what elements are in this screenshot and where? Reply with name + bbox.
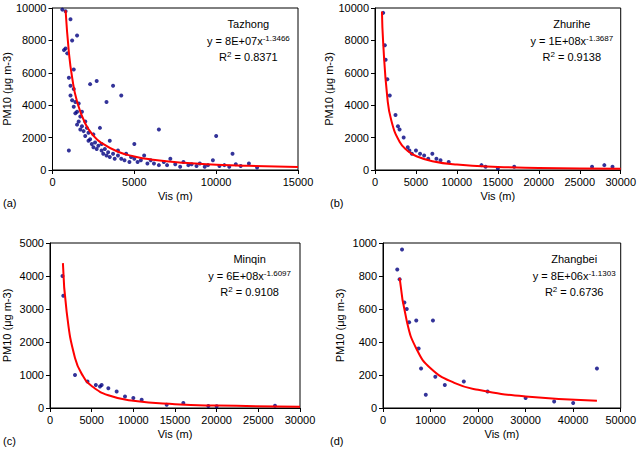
- svg-text:25000: 25000: [564, 176, 595, 188]
- svg-text:15000: 15000: [283, 176, 314, 188]
- svg-text:20000: 20000: [463, 414, 494, 426]
- svg-text:(c): (c): [3, 435, 16, 447]
- svg-text:10000: 10000: [442, 176, 473, 188]
- svg-text:20000: 20000: [524, 176, 555, 188]
- svg-text:R: R: [219, 51, 227, 63]
- svg-text:20000: 20000: [201, 414, 232, 426]
- svg-text:0: 0: [38, 402, 44, 414]
- svg-text:Vis (m): Vis (m): [485, 428, 520, 440]
- svg-text:400: 400: [359, 336, 377, 348]
- svg-text:6000: 6000: [22, 67, 46, 79]
- svg-text:0: 0: [40, 164, 46, 176]
- svg-text:-1.3687: -1.3687: [586, 34, 614, 43]
- svg-text:2000: 2000: [20, 336, 44, 348]
- svg-text:Minqin: Minqin: [233, 253, 265, 265]
- svg-text:2000: 2000: [22, 132, 46, 144]
- svg-text:PM10 (μg m-3): PM10 (μg m-3): [1, 289, 13, 363]
- svg-text:10000: 10000: [338, 2, 369, 14]
- svg-text:8000: 8000: [345, 34, 369, 46]
- svg-text:5000: 5000: [79, 414, 103, 426]
- svg-text:5000: 5000: [20, 237, 44, 249]
- svg-text:30000: 30000: [285, 414, 316, 426]
- svg-text:(d): (d): [330, 435, 343, 447]
- svg-text:8000: 8000: [22, 34, 46, 46]
- svg-text:0: 0: [380, 414, 386, 426]
- svg-text:600: 600: [359, 303, 377, 315]
- svg-text:15000: 15000: [160, 414, 191, 426]
- svg-text:1000: 1000: [353, 237, 377, 249]
- svg-text:R: R: [543, 51, 551, 63]
- svg-text:4000: 4000: [22, 99, 46, 111]
- svg-text:(b): (b): [330, 197, 343, 209]
- svg-text:Zhurihe: Zhurihe: [553, 18, 590, 30]
- svg-text:PM10 (μg m-3): PM10 (μg m-3): [334, 289, 346, 363]
- svg-text:30000: 30000: [605, 176, 636, 188]
- svg-text:2: 2: [552, 284, 558, 294]
- svg-text:5000: 5000: [404, 176, 428, 188]
- svg-text:15000: 15000: [483, 176, 514, 188]
- svg-text:1000: 1000: [20, 369, 44, 381]
- svg-text:Vis (m): Vis (m): [158, 190, 193, 202]
- svg-text:10000: 10000: [415, 414, 446, 426]
- svg-text:-1.3466: -1.3466: [263, 34, 291, 43]
- svg-text:40000: 40000: [558, 414, 589, 426]
- svg-text:PM10 (μg m-3): PM10 (μg m-3): [323, 52, 335, 126]
- svg-text:= 0.6736: = 0.6736: [557, 286, 603, 298]
- svg-text:2: 2: [550, 49, 555, 59]
- svg-text:y = 1E+08x: y = 1E+08x: [530, 35, 586, 47]
- svg-text:5000: 5000: [122, 176, 146, 188]
- svg-text:Vis (m): Vis (m): [158, 428, 193, 440]
- svg-text:R: R: [220, 286, 228, 298]
- svg-text:= 0.9138: = 0.9138: [555, 51, 601, 63]
- svg-text:10000: 10000: [118, 414, 149, 426]
- svg-text:Zhangbei: Zhangbei: [551, 253, 597, 265]
- svg-text:10000: 10000: [16, 2, 47, 14]
- svg-text:30000: 30000: [510, 414, 541, 426]
- svg-text:= 0.8371: = 0.8371: [232, 51, 278, 63]
- svg-text:2: 2: [228, 284, 233, 294]
- svg-text:50000: 50000: [605, 414, 636, 426]
- svg-text:y = 6E+08x: y = 6E+08x: [208, 270, 264, 282]
- svg-text:0: 0: [49, 176, 55, 188]
- svg-text:0: 0: [363, 164, 369, 176]
- svg-text:4000: 4000: [345, 99, 369, 111]
- svg-text:= 0.9108: = 0.9108: [233, 286, 279, 298]
- svg-text:200: 200: [359, 369, 377, 381]
- svg-text:10000: 10000: [201, 176, 232, 188]
- svg-text:-1.1303: -1.1303: [588, 269, 616, 278]
- svg-text:0: 0: [47, 414, 53, 426]
- svg-text:(a): (a): [3, 197, 16, 209]
- svg-text:800: 800: [359, 270, 377, 282]
- svg-text:PM10 (μg m-3): PM10 (μg m-3): [1, 52, 13, 126]
- svg-text:Tazhong: Tazhong: [228, 18, 270, 30]
- svg-text:25000: 25000: [243, 414, 274, 426]
- svg-text:y = 8E+07x: y = 8E+07x: [207, 35, 263, 47]
- svg-text:3000: 3000: [20, 303, 44, 315]
- svg-text:6000: 6000: [345, 67, 369, 79]
- svg-text:Vis (m): Vis (m): [481, 190, 516, 202]
- svg-text:R: R: [545, 286, 553, 298]
- svg-text:0: 0: [372, 176, 378, 188]
- svg-text:2: 2: [227, 49, 232, 59]
- svg-text:0: 0: [371, 402, 377, 414]
- svg-text:4000: 4000: [20, 270, 44, 282]
- svg-text:y = 8E+06x: y = 8E+06x: [533, 270, 589, 282]
- svg-text:2000: 2000: [345, 132, 369, 144]
- svg-text:-1.6097: -1.6097: [264, 269, 292, 278]
